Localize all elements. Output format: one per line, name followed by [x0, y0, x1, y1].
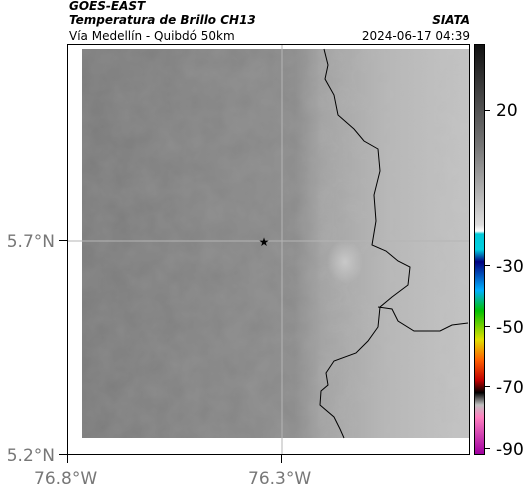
star-icon: ★ [259, 235, 270, 249]
country-border [319, 48, 411, 439]
department-border [377, 306, 469, 332]
warm-spot [327, 240, 363, 284]
colorbar-tick-label: 20 [496, 101, 518, 121]
cbar-tick-20 [485, 110, 490, 111]
xtick-76.8 [67, 455, 68, 463]
timestamp: 2024-06-17 04:39 [361, 29, 470, 43]
colorbar-tick-label: -90 [496, 440, 524, 460]
colorbar-tick-label: -30 [496, 257, 524, 277]
cbar-tick-m30 [485, 265, 490, 266]
xtick-76.3 [281, 455, 282, 463]
colorbar [474, 44, 485, 455]
colorbar-gradient [475, 45, 484, 454]
satellite-name: GOES-EAST [69, 0, 146, 13]
ytick-5.2 [59, 454, 67, 455]
cbar-tick-m70 [485, 386, 490, 387]
longitude-label: 76.3°W [248, 469, 312, 489]
latitude-label: 5.7°N [6, 232, 55, 252]
region-label: Vía Medellín - Quibdó 50km [69, 29, 235, 43]
ytick-5.7 [59, 240, 67, 241]
colorbar-tick-label: -50 [496, 318, 524, 338]
longitude-label: 76.8°W [34, 469, 98, 489]
organization-name: SIATA [432, 13, 470, 27]
product-title: Temperatura de Brillo CH13 [69, 13, 256, 27]
cbar-tick-m50 [485, 326, 490, 327]
cbar-tick-m90 [485, 448, 490, 449]
map-canvas: ★ [68, 45, 469, 454]
brightness-temperature-map[interactable]: ★ [67, 44, 470, 455]
colorbar-tick-label: -70 [496, 378, 524, 398]
latitude-label: 5.2°N [6, 446, 55, 466]
